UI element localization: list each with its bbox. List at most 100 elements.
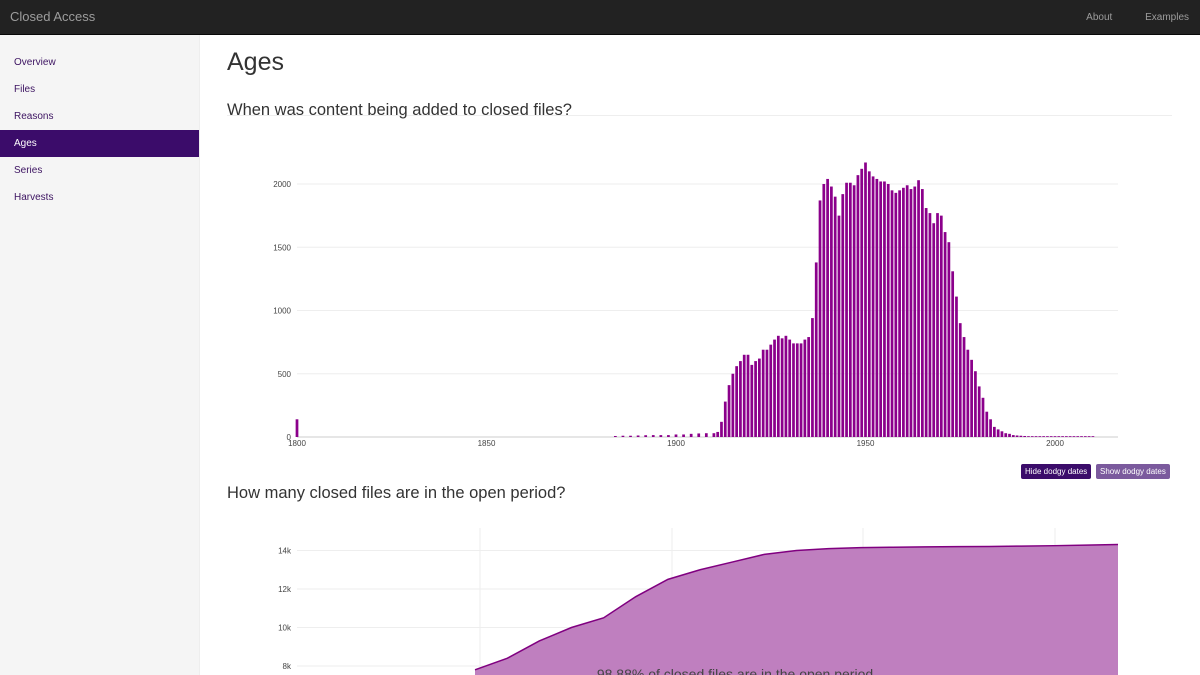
histogram-bar [682, 434, 685, 437]
y-tick-label: 8k [283, 662, 292, 671]
histogram-bar [939, 215, 943, 437]
histogram-bar [758, 358, 761, 437]
histogram-bar [917, 180, 920, 437]
histogram-bar [902, 187, 905, 437]
histogram-bar [723, 401, 727, 437]
histogram-bar [780, 338, 784, 437]
section-heading-content-added: When was content being added to closed f… [227, 101, 572, 119]
x-tick-label: 1900 [667, 439, 685, 448]
histogram-bar [1072, 436, 1076, 437]
histogram-bar [803, 339, 807, 437]
histogram-bar [837, 215, 841, 437]
histogram-bar [947, 242, 951, 437]
top-nav-links: About Examples [1056, 12, 1189, 23]
sidebar-item-harvests[interactable]: Harvests [14, 192, 54, 203]
histogram-bar [689, 433, 693, 437]
histogram-bar [814, 262, 818, 437]
y-tick-label: 12k [278, 585, 292, 594]
histogram-bar [750, 364, 754, 437]
histogram-bar [716, 431, 720, 437]
histogram-bar [795, 343, 799, 437]
histogram-bar [1023, 435, 1027, 437]
histogram-bar [909, 189, 913, 437]
sidebar-item-overview[interactable]: Overview [14, 57, 56, 68]
histogram-bar [860, 168, 864, 437]
histogram-bar [920, 189, 924, 437]
histogram-bar [621, 435, 625, 437]
histogram-bar [932, 223, 936, 437]
hide-dodgy-dates-button[interactable]: Hide dodgy dates [1021, 464, 1092, 479]
histogram-bar [818, 200, 822, 437]
histogram-bar [712, 433, 716, 437]
histogram-bar [697, 433, 701, 437]
histogram-bar [1019, 435, 1023, 437]
histogram-bar [841, 194, 845, 437]
histogram-bar [1046, 436, 1049, 437]
show-dodgy-dates-button[interactable]: Show dodgy dates [1096, 464, 1170, 479]
histogram-bar [981, 397, 985, 437]
histogram-bar [958, 323, 962, 437]
top-navbar: Closed Access About Examples [0, 0, 1200, 35]
histogram-bar [629, 435, 632, 437]
histogram-bar [879, 181, 883, 437]
histogram-bar [1008, 433, 1011, 437]
y-tick-label: 500 [278, 370, 292, 379]
histogram-bar [720, 421, 723, 437]
y-tick-label: 10k [278, 624, 292, 633]
histogram-bar [992, 426, 996, 437]
histogram-bar [943, 232, 947, 437]
histogram-bar [890, 190, 894, 437]
histogram-bar [761, 349, 765, 437]
histogram-bar [1004, 433, 1008, 437]
x-tick-label: 1950 [857, 439, 875, 448]
histogram-bar [928, 213, 932, 437]
histogram-bar [746, 354, 750, 437]
histogram-bar [1015, 435, 1019, 437]
cumulative-area-line [474, 543, 1119, 671]
histogram-bar [867, 171, 871, 437]
histogram-bar [1030, 436, 1034, 437]
histogram-bar [811, 318, 814, 437]
histogram-bar [883, 181, 886, 437]
histogram-bar [799, 343, 803, 437]
histogram-bar [830, 186, 833, 437]
nav-examples-link[interactable]: Examples [1145, 12, 1189, 23]
histogram-bar [1027, 436, 1030, 437]
histogram-bar [977, 386, 981, 437]
histogram-bar [651, 435, 655, 437]
y-tick-label: 2000 [273, 180, 291, 189]
histogram-bar [776, 335, 780, 437]
sidebar-item-series[interactable]: Series [14, 165, 43, 176]
histogram-bar [871, 176, 875, 437]
histogram-bar [966, 349, 970, 437]
sidebar-item-files[interactable]: Files [14, 84, 36, 95]
histogram-bar [807, 337, 811, 437]
histogram-bar [1053, 436, 1057, 437]
histogram-bar [1068, 436, 1072, 437]
histogram-bar [1080, 436, 1083, 437]
histogram-bar [962, 337, 966, 437]
histogram-bar [856, 175, 860, 437]
histogram-bar [704, 433, 708, 437]
histogram-bar [996, 429, 1000, 437]
y-tick-label: 0 [287, 433, 292, 442]
section-heading-open-period: How many closed files are in the open pe… [227, 484, 566, 502]
app-brand-link[interactable]: Closed Access [10, 9, 96, 24]
histogram-bar [739, 361, 742, 437]
histogram-bar [769, 344, 773, 437]
histogram-bar [886, 184, 890, 437]
histogram-bar [613, 435, 617, 437]
nav-about-link[interactable]: About [1086, 12, 1113, 23]
y-tick-label: 1500 [273, 243, 291, 252]
histogram-bar [1076, 436, 1080, 437]
title-divider [227, 115, 1172, 116]
sidebar-item-ages[interactable]: Ages [0, 130, 199, 157]
main-content: Ages When was content being added to clo… [227, 35, 1172, 675]
histogram-bar [644, 435, 648, 437]
histogram-bar [1091, 436, 1095, 437]
sidebar-item-reasons[interactable]: Reasons [14, 111, 54, 122]
histogram-bar [727, 385, 731, 437]
histogram-bar [970, 359, 973, 437]
histogram-bar [773, 339, 776, 437]
